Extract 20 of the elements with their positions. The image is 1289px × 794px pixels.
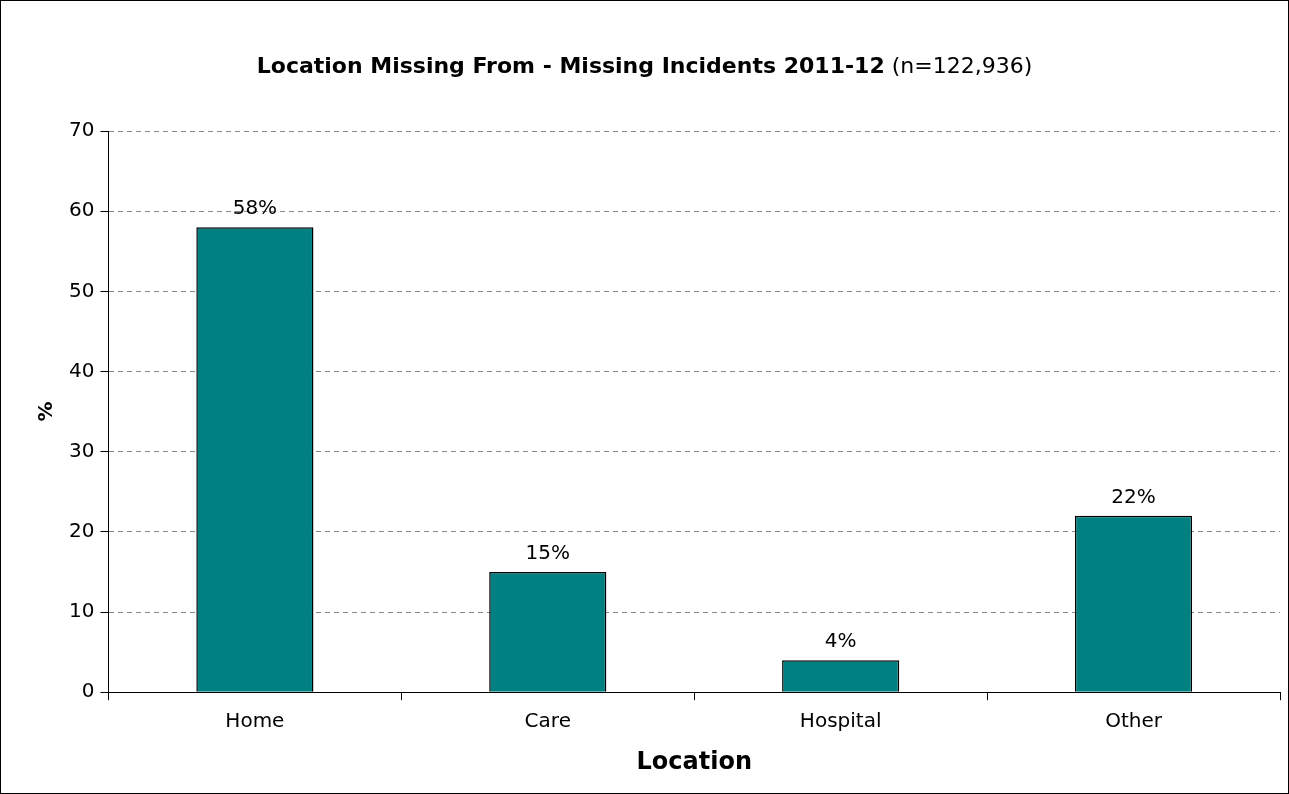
- y-tick-label: 40: [69, 357, 95, 382]
- y-tick-label: 70: [69, 117, 95, 142]
- y-tick-label: 50: [69, 277, 95, 302]
- y-tick-label: 10: [69, 598, 95, 623]
- data-label: 58%: [232, 195, 278, 220]
- y-tick-label: 0: [81, 678, 95, 703]
- y-tick-label: 60: [69, 197, 95, 222]
- data-label: 15%: [525, 540, 571, 565]
- x-tick-label: Care: [524, 708, 571, 733]
- x-axis-title: Location: [636, 746, 752, 775]
- x-tick-label: Other: [1105, 708, 1163, 733]
- x-tick-label: Hospital: [799, 708, 882, 733]
- chart-subtitle: (n=122,936): [891, 53, 1033, 78]
- data-label: 4%: [824, 628, 857, 653]
- y-tick-label: 30: [69, 437, 95, 462]
- data-label: 22%: [1111, 484, 1156, 509]
- x-tick-label: Home: [225, 708, 285, 733]
- y-tick-label: 20: [69, 518, 95, 543]
- y-axis-title: %: [33, 401, 58, 422]
- chart-title: Location Missing From - Missing Incidents 2011-12: [256, 53, 885, 78]
